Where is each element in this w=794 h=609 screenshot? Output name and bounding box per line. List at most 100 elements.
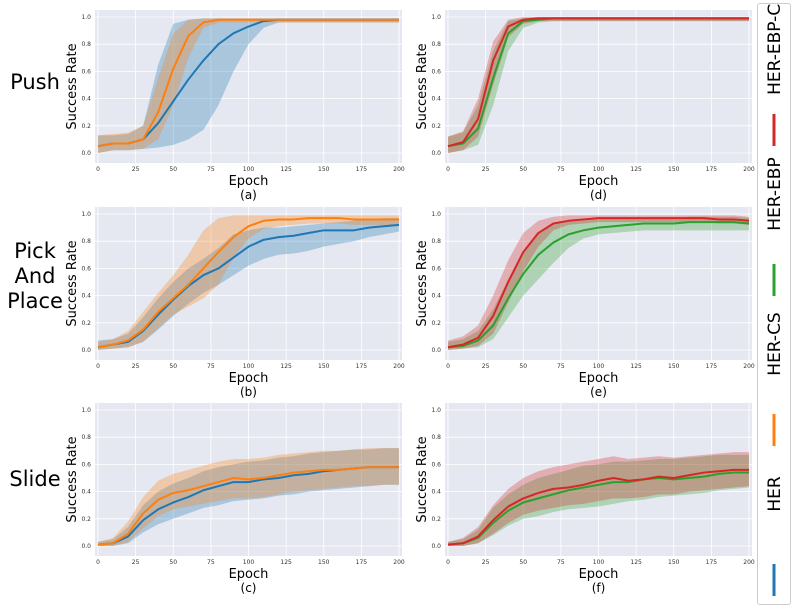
x-tick-label: 100 <box>593 363 605 370</box>
row-label-push: Push <box>10 70 60 94</box>
x-tick-label: 25 <box>482 559 490 566</box>
series-line-her-cs <box>97 217 399 349</box>
x-tick-label: 25 <box>482 363 490 370</box>
y-tick-label: 0.4 <box>81 293 91 300</box>
y-tick-label: 0.0 <box>81 543 91 550</box>
panel-label: (d) <box>590 188 607 202</box>
y-tick-label: 0.6 <box>431 68 441 75</box>
x-tick-label: 125 <box>280 166 292 173</box>
x-tick-label: 0 <box>96 166 100 173</box>
y-tick-label: 0.8 <box>431 434 441 441</box>
y-tick-label: 0.6 <box>81 461 91 468</box>
series-line-her-ebp-cs <box>447 217 750 349</box>
legend-item-her-ebp: HER-EBP <box>765 157 785 296</box>
x-tick-label: 100 <box>243 363 255 370</box>
legend-item-her-cs: HER-CS <box>765 312 785 446</box>
legend-label: HER <box>765 476 785 512</box>
legend-label: HER-CS <box>765 312 785 375</box>
y-tick-label: 0.6 <box>81 68 91 75</box>
x-tick-label: 150 <box>318 166 330 173</box>
y-axis-label: Success Rate <box>65 43 80 129</box>
row-label-pick-and-place: Pick And Place <box>7 239 63 313</box>
x-axis-label: Epoch <box>229 174 269 189</box>
x-axis-label: Epoch <box>579 371 619 386</box>
panel-label: (e) <box>590 385 607 399</box>
x-tick-label: 25 <box>132 363 140 370</box>
x-axis-label: Epoch <box>229 371 269 386</box>
x-tick-label: 100 <box>593 166 605 173</box>
y-axis-label: Success Rate <box>415 436 430 522</box>
x-tick-label: 0 <box>446 559 450 566</box>
y-tick-label: 0.4 <box>431 293 441 300</box>
y-tick-label: 0.2 <box>431 516 441 523</box>
confidence-band-her-cs <box>98 215 399 350</box>
y-tick-label: 1.0 <box>81 211 91 218</box>
y-axis-label: Success Rate <box>415 43 430 129</box>
x-tick-label: 175 <box>356 559 368 566</box>
x-tick-label: 0 <box>446 166 450 173</box>
series-line-her-cs <box>97 18 399 148</box>
series-line-her <box>97 223 400 349</box>
x-tick-label: 75 <box>207 559 215 566</box>
legend-label: HER-EBP <box>765 157 785 230</box>
y-axis-label: Success Rate <box>415 240 430 326</box>
y-tick-label: 1.0 <box>431 407 441 414</box>
row-label-slide: Slide <box>9 467 61 491</box>
confidence-band-her-cs <box>98 448 399 546</box>
confidence-band-her-ebp <box>448 17 749 153</box>
y-tick-label: 0.8 <box>81 41 91 48</box>
x-tick-label: 75 <box>557 559 565 566</box>
x-tick-label: 150 <box>318 559 330 566</box>
x-tick-label: 50 <box>169 363 177 370</box>
y-tick-label: 0.8 <box>81 238 91 245</box>
y-axis-label: Success Rate <box>65 436 80 522</box>
y-tick-label: 0.6 <box>81 265 91 272</box>
panel-label: (b) <box>240 385 257 399</box>
panel-label: (f) <box>592 581 606 595</box>
x-tick-label: 125 <box>280 559 292 566</box>
y-tick-label: 1.0 <box>81 407 91 414</box>
x-tick-label: 125 <box>630 559 642 566</box>
confidence-band-her <box>98 448 399 546</box>
y-tick-label: 1.0 <box>431 211 441 218</box>
legend-item-her: HER <box>765 476 785 596</box>
y-tick-label: 0.2 <box>81 516 91 523</box>
y-tick-label: 0.2 <box>431 320 441 327</box>
x-tick-label: 75 <box>557 166 565 173</box>
x-tick-label: 100 <box>243 559 255 566</box>
x-tick-label: 200 <box>743 363 755 370</box>
y-tick-label: 0.8 <box>431 41 441 48</box>
x-tick-label: 125 <box>630 166 642 173</box>
x-tick-label: 50 <box>519 363 527 370</box>
x-tick-label: 75 <box>207 363 215 370</box>
x-tick-label: 25 <box>132 559 140 566</box>
x-axis-label: Epoch <box>579 567 619 582</box>
subplot-e: 0 25 50 75 100 125 150 175 200 0.0 0.2 0.4 0.6 0.8 1.0… <box>415 207 755 399</box>
x-tick-label: 0 <box>96 363 100 370</box>
y-tick-label: 0.4 <box>431 489 441 496</box>
y-tick-label: 0.6 <box>431 461 441 468</box>
x-tick-label: 200 <box>393 363 405 370</box>
y-tick-label: 0.0 <box>431 150 441 157</box>
x-tick-label: 75 <box>557 363 565 370</box>
x-tick-label: 200 <box>743 559 755 566</box>
x-tick-label: 0 <box>96 559 100 566</box>
series-line-her-ebp <box>447 221 750 349</box>
x-tick-label: 150 <box>668 363 680 370</box>
subplot-f: 0 25 50 75 100 125 150 175 200 0.0 0.2 0.4 0.6 0.8 1.0… <box>415 403 755 595</box>
panel-label: (c) <box>241 581 257 595</box>
y-tick-label: 0.0 <box>81 150 91 157</box>
x-tick-label: 75 <box>207 166 215 173</box>
x-tick-label: 150 <box>668 166 680 173</box>
subplot-b: 0 25 50 75 100 125 150 175 200 0.0 0.2 0.4 0.6 0.8 1.0… <box>65 207 405 399</box>
x-tick-label: 50 <box>519 559 527 566</box>
y-tick-label: 0.0 <box>431 347 441 354</box>
x-tick-label: 0 <box>446 363 450 370</box>
x-tick-label: 150 <box>668 559 680 566</box>
x-tick-label: 125 <box>630 363 642 370</box>
y-tick-label: 0.4 <box>431 96 441 103</box>
x-tick-label: 200 <box>393 166 405 173</box>
legend: HER-EBP-CS HER-EBP HER-CS HER <box>757 3 791 605</box>
subplot-c: 0 25 50 75 100 125 150 175 200 0.0 0.2 0.4 0.6 0.8 1.0… <box>65 403 405 595</box>
